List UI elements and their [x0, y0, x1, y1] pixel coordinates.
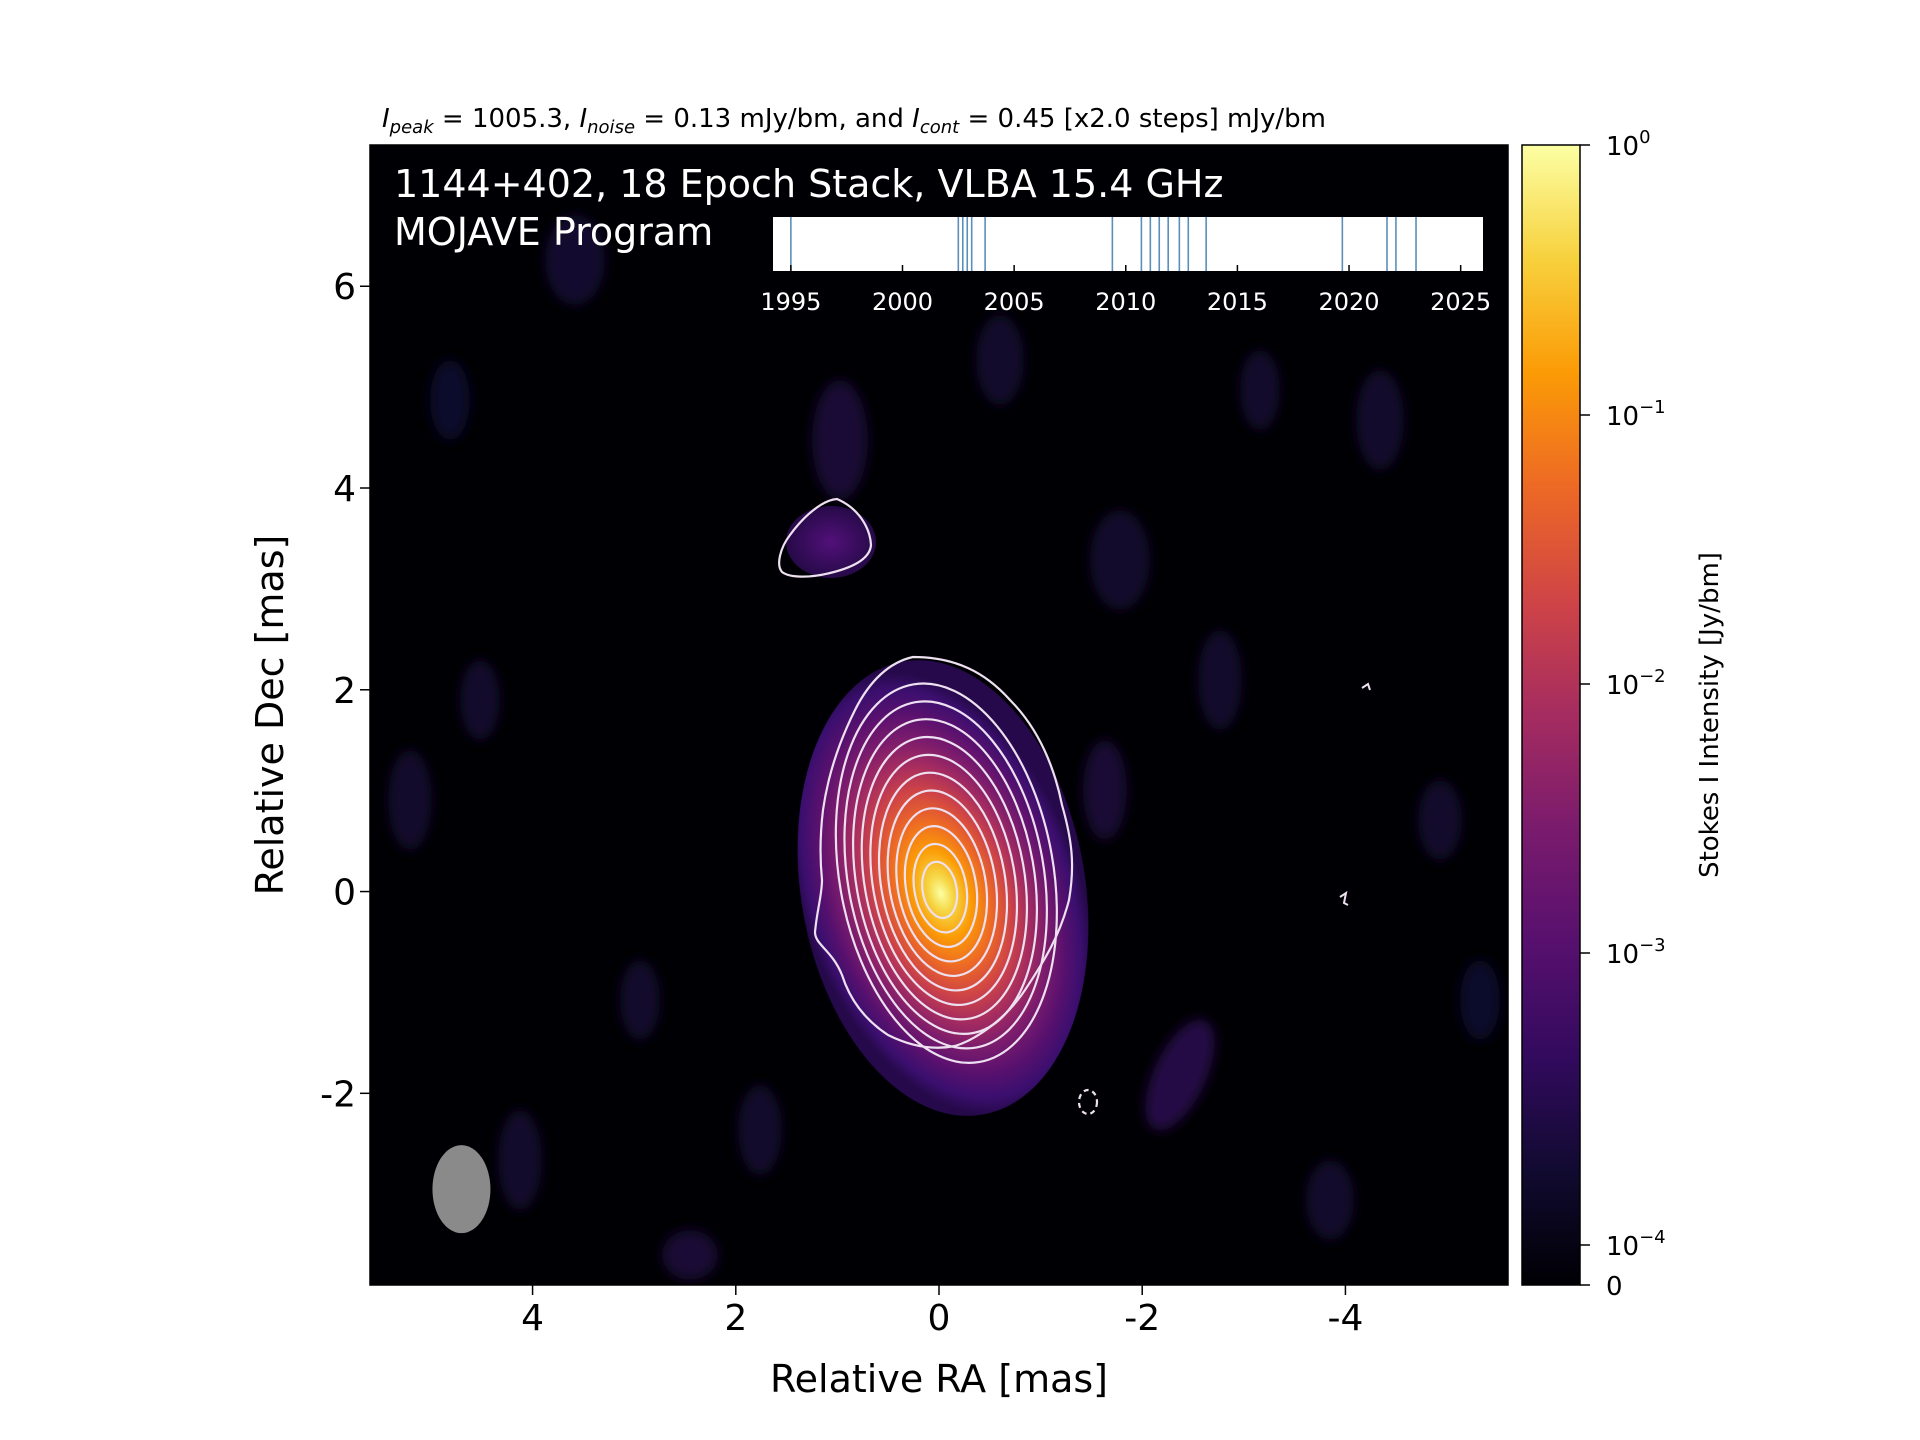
- colorbar-tick-label: 10−2: [1606, 666, 1666, 701]
- colorbar-tick-label: 100: [1606, 127, 1651, 162]
- epoch-tick-label: 2020: [1318, 288, 1379, 316]
- x-tick-label: 4: [521, 1298, 544, 1339]
- epoch-tick-label: 2025: [1430, 288, 1491, 316]
- contour-ring: [895, 807, 989, 963]
- epoch-tick-label: 2010: [1095, 288, 1156, 316]
- epoch-tick-label: 2015: [1207, 288, 1268, 316]
- beam-tick-contour-1: [1361, 682, 1371, 691]
- epoch-tick-label: 2005: [984, 288, 1045, 316]
- y-tick-label: 4: [333, 469, 356, 510]
- contour-ring: [912, 842, 969, 934]
- beam-tick-contour-2: [1339, 890, 1349, 906]
- y-tick-label: -2: [320, 1074, 356, 1115]
- plot-title-line1: 1144+402, 18 Epoch Stack, VLBA 15.4 GHz: [394, 162, 1223, 206]
- y-axis-ticks: -2 0 2 4 6: [320, 267, 370, 1115]
- colorbar: 100 10−1 10−2 10−3 10−4 0 Stokes I Intensity …: [1521, 127, 1725, 1302]
- image-panel: 1144+402, 18 Epoch Stack, VLBA 15.4 GHz …: [369, 144, 1509, 1286]
- x-tick-label: -4: [1327, 1298, 1363, 1339]
- contour-ring: [869, 753, 1019, 1007]
- x-tick-label: 0: [928, 1298, 951, 1339]
- beam-ellipse: [432, 1145, 491, 1234]
- contours: [778, 497, 1371, 1116]
- contour-ring: [860, 735, 1029, 1021]
- colorbar-gradient: [1521, 144, 1581, 1286]
- contour-rings: [834, 682, 1058, 1064]
- colorbar-tick-label: 0: [1606, 1272, 1623, 1302]
- contour-ring: [834, 682, 1058, 1064]
- epoch-tick-label: 1995: [760, 288, 821, 316]
- header-stats: Ipeak = 1005.3, Inoise = 0.13 mJy/bm, an…: [382, 104, 1326, 138]
- negative-contour: [1077, 1088, 1099, 1116]
- x-axis-ticks: 4 2 0 -2 -4: [521, 1285, 1363, 1339]
- colorbar-tick-label: 10−1: [1606, 397, 1666, 432]
- secondary-component-contour: [778, 497, 873, 578]
- contour-ring: [921, 860, 959, 920]
- y-tick-label: 6: [333, 267, 356, 308]
- contour-ring: [843, 700, 1048, 1050]
- y-axis-label: Relative Dec [mas]: [248, 535, 292, 896]
- epoch-timeline-box: [773, 217, 1483, 271]
- x-axis-label: Relative RA [mas]: [770, 1357, 1108, 1401]
- colorbar-ticks: 100 10−1 10−2 10−3 10−4 0: [1580, 127, 1666, 1302]
- epoch-lines: [790, 217, 1417, 271]
- contour-ring: [877, 771, 1009, 992]
- epoch-tick-label: 2000: [872, 288, 933, 316]
- secondary-component-emission: [786, 506, 876, 578]
- x-tick-label: -2: [1124, 1298, 1160, 1339]
- outer-contour: [813, 655, 1074, 1049]
- y-tick-label: 0: [333, 873, 356, 914]
- epoch-ticks: 1995 2000 2005 2010 2015 2020 2025: [760, 265, 1491, 316]
- contour-ring: [903, 825, 979, 949]
- x-tick-label: 2: [724, 1298, 747, 1339]
- noise-patches: [388, 215, 1500, 1280]
- contour-ring: [886, 789, 999, 978]
- y-tick-label: 2: [333, 671, 356, 712]
- plot-title-line2: MOJAVE Program: [394, 210, 713, 254]
- colorbar-label: Stokes I Intensity [Jy/bm]: [1695, 552, 1725, 878]
- colorbar-tick-label: 10−3: [1606, 935, 1666, 970]
- epoch-timeline-inset: 1995 2000 2005 2010 2015 2020 2025: [760, 217, 1491, 316]
- colorbar-tick-label: 10−4: [1606, 1227, 1666, 1262]
- contour-ring: [852, 718, 1038, 1035]
